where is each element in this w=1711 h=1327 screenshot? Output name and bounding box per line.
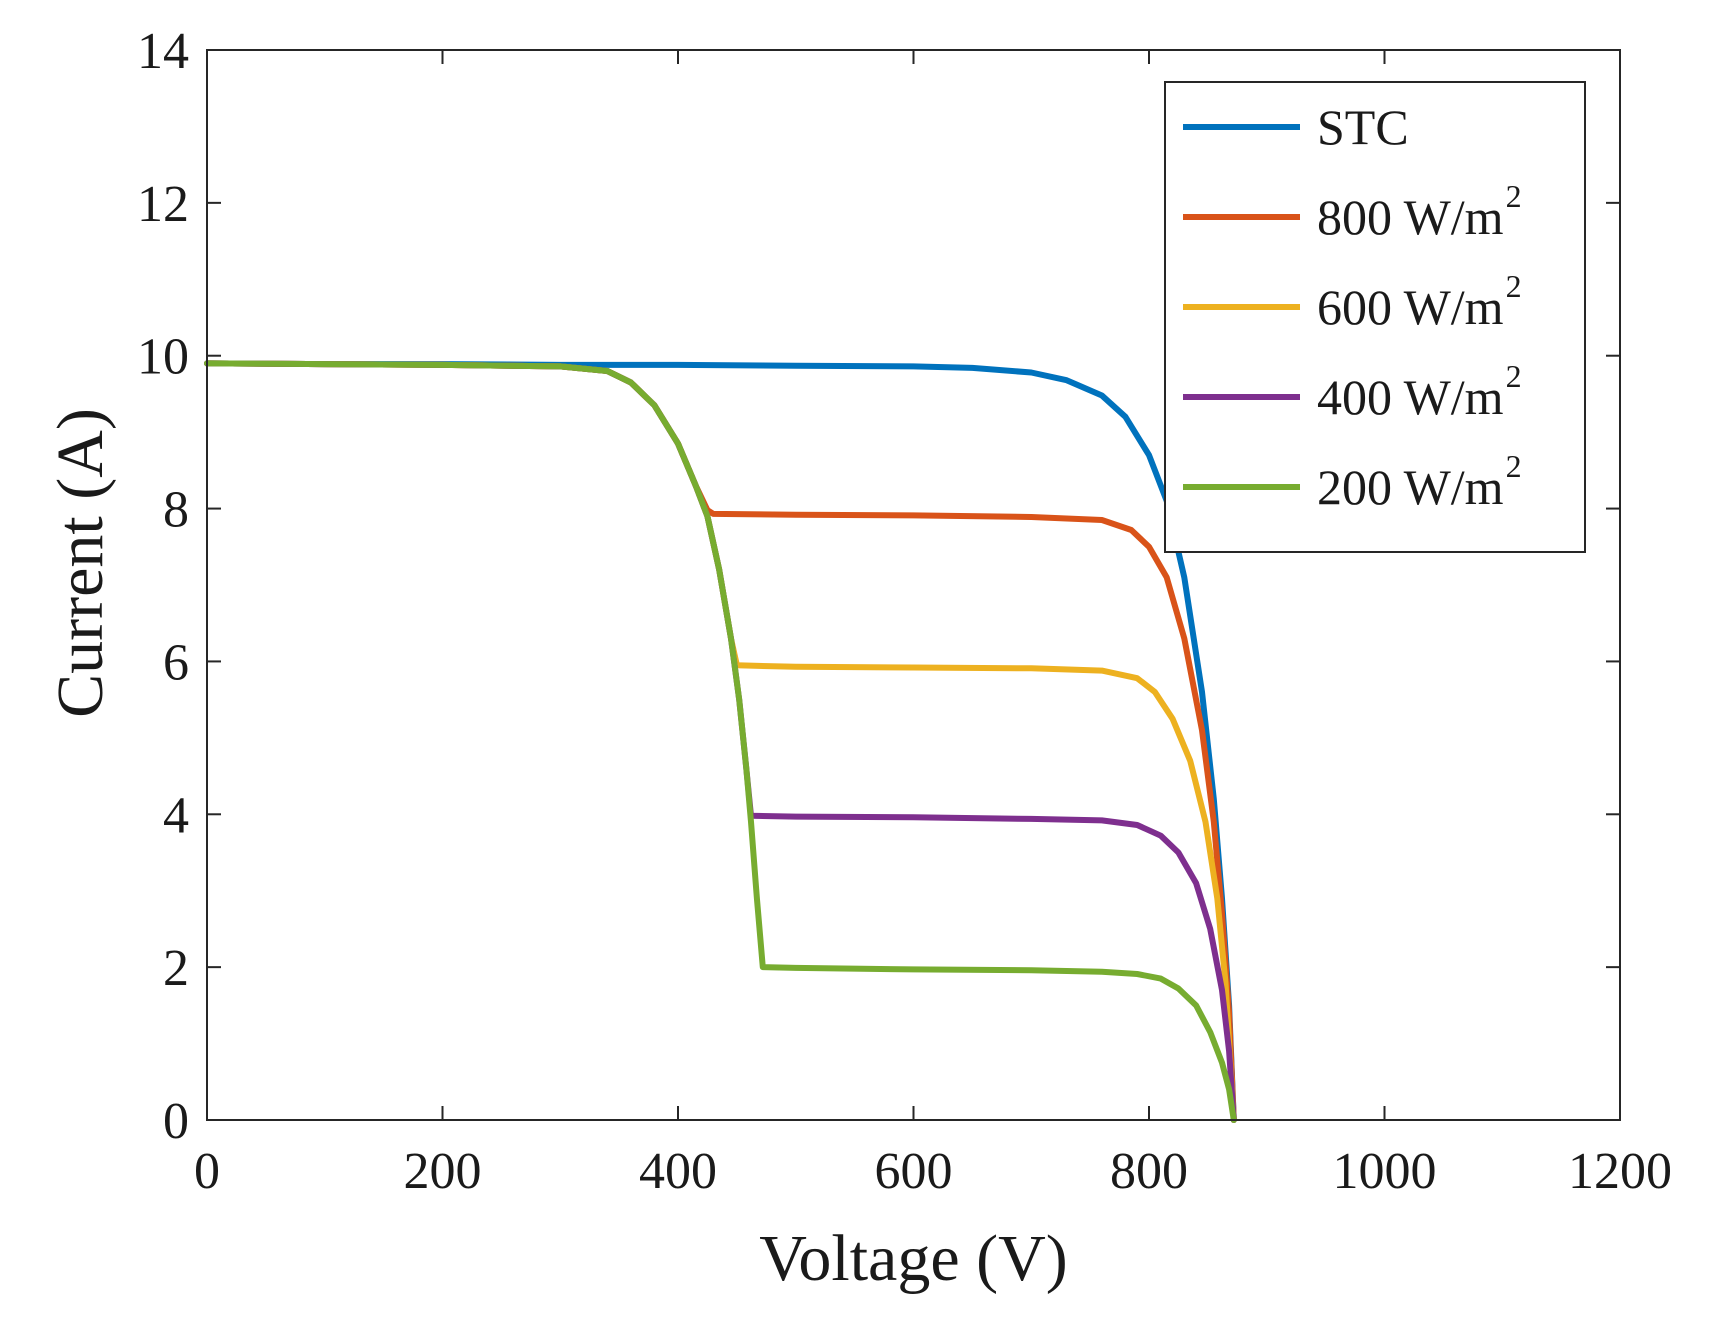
x-tick-label-600: 600 xyxy=(875,1143,953,1200)
y-tick-label-4: 4 xyxy=(163,787,189,844)
legend-superscript-3: 2 xyxy=(1506,358,1522,394)
x-tick-label-0: 0 xyxy=(194,1143,220,1200)
axis-tick-labels: 0 200 400 600 800 1000 1200 0 2 4 6 8 10 12 14 xyxy=(137,23,1672,1200)
x-tick-label-800: 800 xyxy=(1110,1143,1188,1200)
x-tick-label-400: 400 xyxy=(639,1143,717,1200)
x-tick-label-1200: 1200 xyxy=(1568,1143,1672,1200)
series-line-4 xyxy=(204,360,1237,1123)
y-tick-label-6: 6 xyxy=(163,634,189,691)
y-tick-label-12: 12 xyxy=(137,176,189,233)
x-tick-label-200: 200 xyxy=(404,1143,482,1200)
legend-entry-2: 600 W/m xyxy=(1317,279,1504,335)
legend-superscript-2: 2 xyxy=(1506,268,1522,304)
legend-entry-1: 800 W/m xyxy=(1317,189,1504,245)
y-tick-label-10: 10 xyxy=(137,329,189,386)
legend-superscript-1: 2 xyxy=(1506,178,1522,214)
x-axis-title: Voltage (V) xyxy=(759,1222,1068,1295)
y-axis-title: Current (A) xyxy=(44,408,117,718)
y-tick-label-2: 2 xyxy=(163,940,189,997)
legend-entry-3: 400 W/m xyxy=(1317,369,1504,425)
legend-box xyxy=(1164,81,1586,553)
legend-superscript-4: 2 xyxy=(1506,448,1522,484)
y-tick-label-8: 8 xyxy=(163,482,189,539)
y-tick-label-0: 0 xyxy=(163,1093,189,1150)
series-line-0 xyxy=(204,360,1237,1123)
legend-entry-4: 200 W/m xyxy=(1317,459,1504,515)
legend-entry-0: STC xyxy=(1317,99,1409,155)
series-layer xyxy=(204,360,1237,1123)
x-tick-label-1000: 1000 xyxy=(1333,1143,1437,1200)
plot-frame xyxy=(206,49,1621,1121)
y-tick-label-14: 14 xyxy=(137,23,189,80)
